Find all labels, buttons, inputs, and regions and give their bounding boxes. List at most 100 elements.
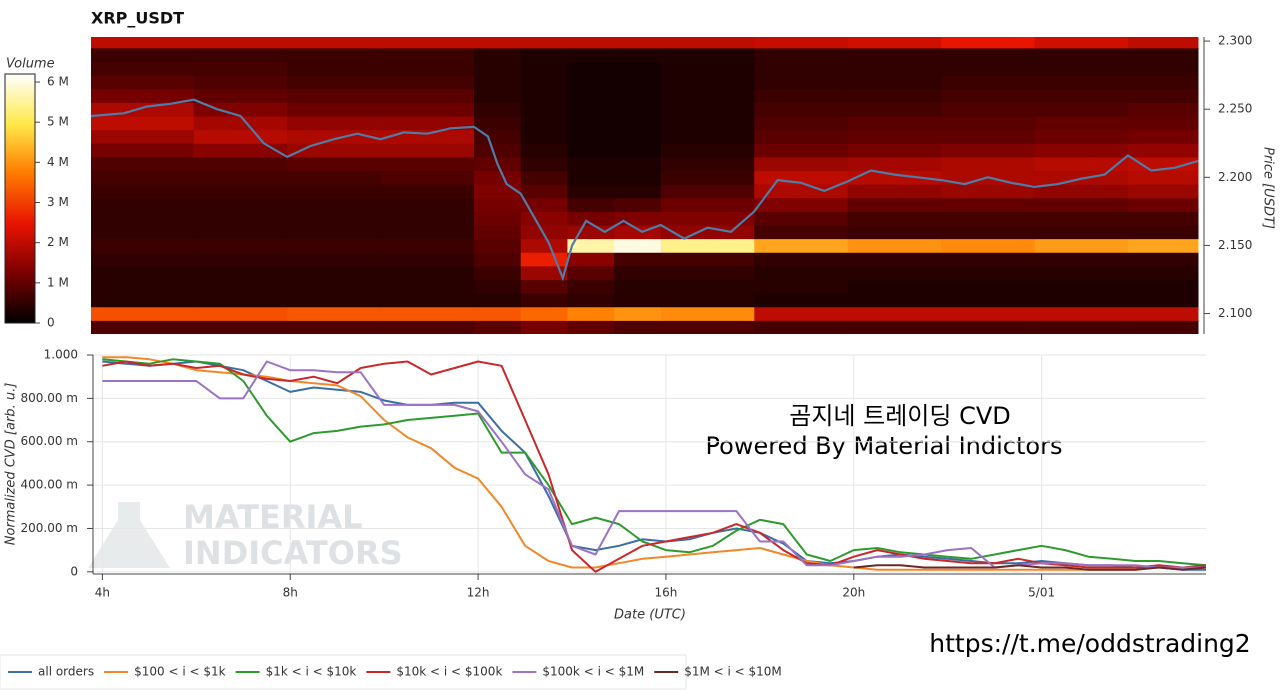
heatmap-cell [1034,129,1129,144]
heatmap-cell [567,197,615,212]
heatmap-cell [520,293,568,308]
colorbar-tick-label: 0 [47,316,55,330]
heatmap-cell [380,102,475,117]
price-line [90,98,1199,282]
heatmap-cell [380,293,475,308]
heatmap-cell [193,37,288,49]
heatmap-cell [193,102,288,117]
heatmap [91,37,1199,334]
heatmap-cell [847,211,942,226]
heatmap-cell [847,47,942,63]
heatmap-cell [520,265,568,281]
heatmap-cell [754,88,849,103]
heatmap-cell [847,102,942,117]
heatmap-cell [1034,320,1129,334]
heatmap-cell [1034,265,1129,281]
footer-url[interactable]: https://t.me/oddstrading2 [929,629,1250,658]
heatmap-cell [567,184,615,199]
heatmap-cell [1034,47,1129,63]
heatmap-cell [380,197,475,212]
heatmap-cell [941,252,1036,267]
heatmap-cell [91,143,195,158]
heatmap-cell [380,61,475,76]
heatmap-cell [754,47,849,63]
heatmap-cell [660,129,755,144]
heatmap-cell [193,197,288,212]
heatmap-cell [754,279,849,294]
heatmap-cell [754,75,849,90]
y-axis-label: Normalized CVD [arb. u.] [4,383,19,546]
heatmap-cell [520,102,568,117]
heatmap-cell [474,320,522,334]
heatmap-cell [520,47,568,63]
heatmap-cell [520,61,568,76]
heatmap-cell [474,184,522,199]
heatmap-cell [660,102,755,117]
y-tick-label: 400.00 m [21,478,79,492]
heatmap-cell [91,293,195,308]
heatmap-cell [1127,170,1199,185]
heatmap-cell [380,320,475,334]
heatmap-cell [474,37,522,49]
heatmap-cell [1127,306,1199,321]
heatmap-cell [520,116,568,131]
heatmap-cell [567,265,615,281]
heatmap-cell [567,102,615,117]
heatmap-cell [941,88,1036,103]
heatmap-cell [193,306,288,321]
heatmap-cell [1127,75,1199,90]
y-tick-label: 600.00 m [21,434,79,448]
colorbar-label: Volume [6,57,55,72]
colorbar-tick-label: 1 M [47,275,69,289]
heatmap-cell [91,184,195,199]
legend-label: $100 < i < $1k [134,665,226,679]
heatmap-cell [1127,293,1199,308]
legend-label: $1M < i < $10M [684,665,782,679]
heatmap-cell [614,279,662,294]
y-tick-label: 200.00 m [21,521,79,535]
annotation: Powered By Material Indictors [706,432,1063,460]
heatmap-cell [193,252,288,267]
heatmap-cell [91,61,195,76]
heatmap-cell [847,88,942,103]
cvd-line [853,564,1206,571]
heatmap-cell [614,252,662,267]
watermark: INDICATORS [183,534,403,572]
heatmap-cell [847,306,942,321]
heatmap-cell [474,143,522,158]
heatmap-cell [614,184,662,199]
heatmap-cell [380,265,475,281]
heatmap-cell [474,252,522,267]
y-tick-label: 2.100 [1218,306,1252,320]
heatmap-cell [287,37,382,49]
heatmap-cell [614,170,662,185]
heatmap-cell [847,143,942,158]
heatmap-cell [91,279,195,294]
heatmap-cell [380,143,475,158]
watermark: MATERIAL [183,498,363,536]
x-tick-label: 5/01 [1028,586,1055,600]
heatmap-cell [754,238,849,253]
heatmap-cell [380,279,475,294]
heatmap-cell [193,156,288,172]
heatmap-cell [567,129,615,144]
heatmap-cell [941,279,1036,294]
heatmap-cell [941,102,1036,117]
heatmap-cell [660,265,755,281]
heatmap-cell [1034,116,1129,131]
heatmap-cell [91,225,195,240]
heatmap-cell [1034,197,1129,212]
heatmap-cell [287,279,382,294]
y-axis-label: Price [USDT] [1261,147,1276,229]
heatmap-cell [614,47,662,63]
heatmap-cell [847,184,942,199]
heatmap-cell [754,252,849,267]
heatmap-cell [660,211,755,226]
x-tick-label: 8h [283,586,298,600]
heatmap-cell [847,225,942,240]
heatmap-cell [660,47,755,63]
heatmap-cell [660,116,755,131]
heatmap-cell [193,211,288,226]
heatmap-cell [1127,47,1199,63]
